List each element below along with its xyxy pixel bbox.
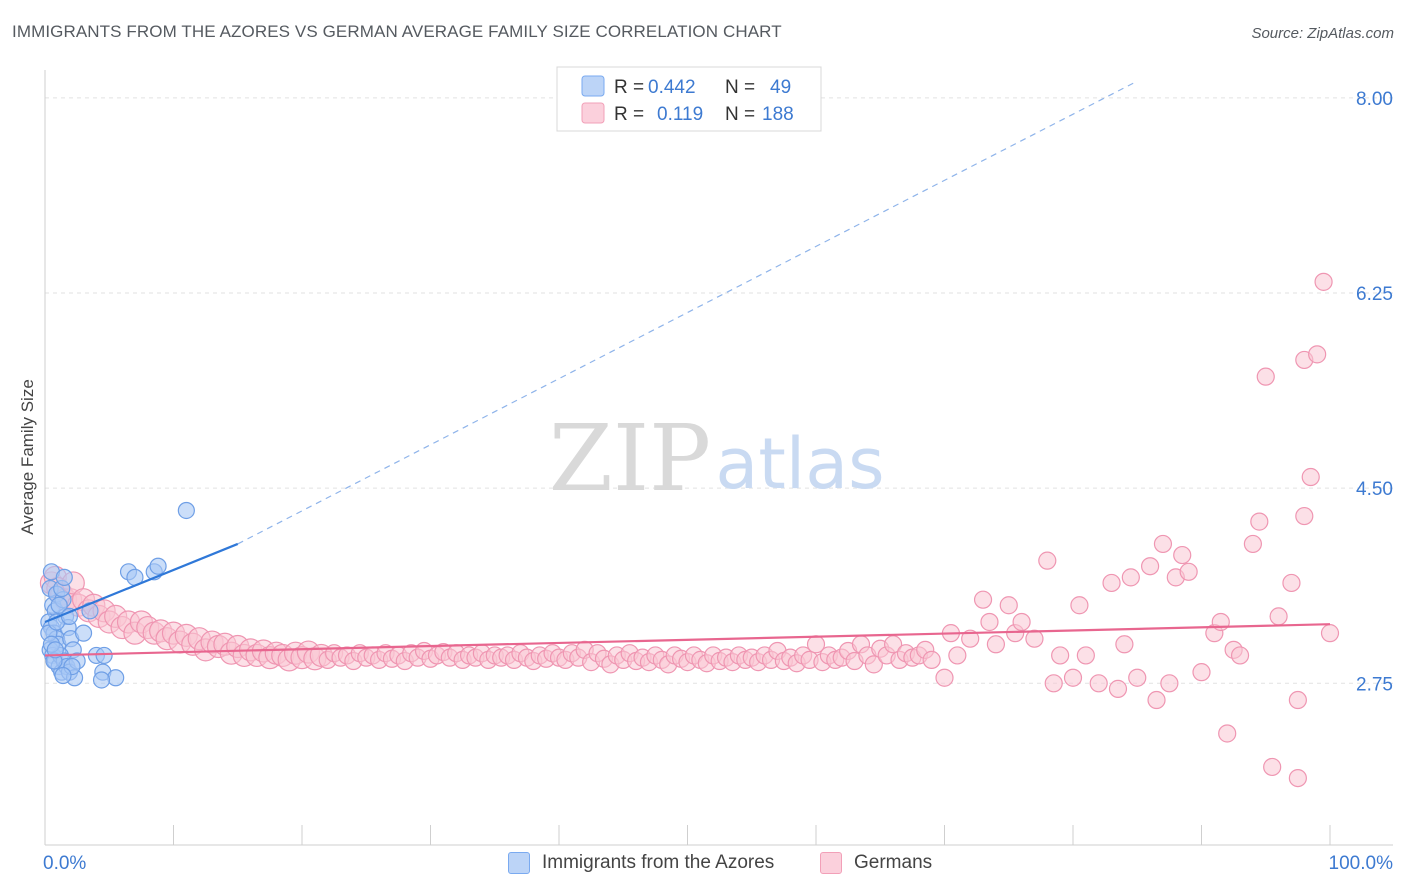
germans-point — [1044, 674, 1063, 693]
germans-point — [1320, 624, 1340, 643]
germans-point — [1089, 674, 1108, 693]
axes — [44, 70, 1393, 846]
y-tick-label-1: 4.50 — [1356, 479, 1393, 500]
y-tick-label-3: 8.00 — [1356, 89, 1393, 110]
series-legend: Immigrants from the Azores Germans — [0, 852, 1406, 878]
azores-points — [40, 501, 195, 689]
legend-n-value-2: 188 — [762, 104, 794, 125]
germans-point — [1070, 596, 1089, 615]
germans-points — [39, 272, 1340, 788]
germans-point — [1288, 768, 1307, 788]
azores-point — [50, 596, 68, 614]
azores-point — [107, 669, 125, 687]
germans-point — [1115, 635, 1134, 654]
germans-point — [1218, 724, 1237, 743]
azores-point — [92, 671, 111, 689]
azores-point — [95, 646, 113, 665]
legend-item-azores[interactable]: Immigrants from the Azores — [508, 852, 774, 874]
azores-point — [177, 501, 195, 520]
germans-point — [1140, 557, 1160, 576]
legend-label-germans: Germans — [854, 852, 933, 873]
y-tick-labels: 2.75 4.50 6.25 8.00 — [1356, 89, 1393, 695]
legend-swatch-germans — [820, 852, 842, 874]
germans-point — [1108, 679, 1128, 698]
germans-point — [1301, 467, 1320, 487]
germans-point — [1038, 551, 1057, 570]
germans-point — [1314, 272, 1333, 291]
germans-point — [1288, 690, 1307, 710]
germans-point — [935, 668, 954, 687]
germans-point — [1263, 757, 1282, 777]
germans-point — [1282, 573, 1301, 593]
watermark-atlas: atlas — [715, 423, 884, 505]
azores-point — [54, 666, 72, 685]
azores-point — [55, 568, 73, 586]
germans-point — [1102, 573, 1121, 593]
y-axis-title: Average Family Size — [18, 379, 37, 535]
azores-point — [149, 557, 167, 575]
germans-point — [986, 635, 1006, 654]
azores-trend-extension — [237, 80, 1138, 545]
germans-point — [1308, 345, 1327, 364]
germans-point — [1256, 367, 1275, 386]
germans-point — [1192, 663, 1211, 682]
germans-point — [1121, 568, 1140, 587]
germans-trend-line — [44, 623, 1331, 657]
x-tick-label-end: 100.0% — [1329, 853, 1394, 874]
germans-point — [948, 646, 967, 665]
germans-point — [1063, 668, 1083, 687]
y-tick-label-0: 2.75 — [1356, 674, 1393, 695]
source-credit: Source: ZipAtlas.com — [1251, 25, 1394, 42]
x-tick-labels: 0.0% 100.0% — [43, 853, 1393, 874]
legend-r-value-2: 0.119 — [657, 104, 703, 125]
germans-point — [1153, 534, 1173, 554]
legend-swatch-pink — [581, 102, 605, 124]
germans-point — [1051, 646, 1070, 665]
germans-point — [1173, 545, 1192, 565]
germans-point — [1269, 607, 1288, 626]
watermark-zip: ZIP — [549, 405, 711, 512]
legend-swatch-blue — [581, 75, 605, 97]
germans-point — [961, 629, 980, 648]
legend-item-germans[interactable]: Germans — [820, 852, 932, 874]
grid-lines — [45, 97, 1393, 684]
legend-n-label-1: N = — [725, 77, 755, 98]
legend-n-value-1: 49 — [770, 77, 791, 98]
legend-label-azores: Immigrants from the Azores — [542, 852, 775, 873]
chart-title: IMMIGRANTS FROM THE AZORES VS GERMAN AVE… — [12, 22, 782, 41]
legend-r-value-1: 0.442 — [648, 77, 696, 98]
legend-r-label-2: R = — [614, 104, 644, 125]
germans-point — [1025, 629, 1044, 648]
legend-r-label-1: R = — [614, 77, 644, 98]
germans-point — [1230, 646, 1250, 665]
germans-point — [1250, 512, 1269, 531]
germans-point — [1243, 534, 1263, 554]
germans-point — [1076, 646, 1095, 665]
x-tick-label-start: 0.0% — [43, 853, 86, 874]
azores-trend-line — [44, 542, 239, 623]
stats-legend: R = 0.442 N = 49 R = 0.119 N = 188 — [556, 66, 822, 132]
germans-point — [1147, 690, 1166, 710]
germans-point — [1012, 612, 1031, 632]
germans-point — [1128, 668, 1147, 687]
germans-point — [999, 596, 1018, 615]
azores-point — [74, 624, 93, 642]
legend-swatch-azores — [508, 852, 530, 874]
germans-point — [1179, 562, 1198, 581]
trend-lines — [44, 80, 1331, 657]
legend-n-label-2: N = — [725, 104, 755, 125]
germans-point — [864, 655, 883, 674]
germans-point — [1295, 506, 1314, 526]
azores-point — [46, 641, 64, 659]
y-tick-label-2: 6.25 — [1356, 284, 1393, 305]
germans-point — [1160, 674, 1179, 693]
germans-point — [980, 612, 999, 632]
germans-point — [973, 590, 993, 609]
germans-point — [922, 650, 941, 669]
watermark: ZIP atlas — [549, 405, 885, 512]
